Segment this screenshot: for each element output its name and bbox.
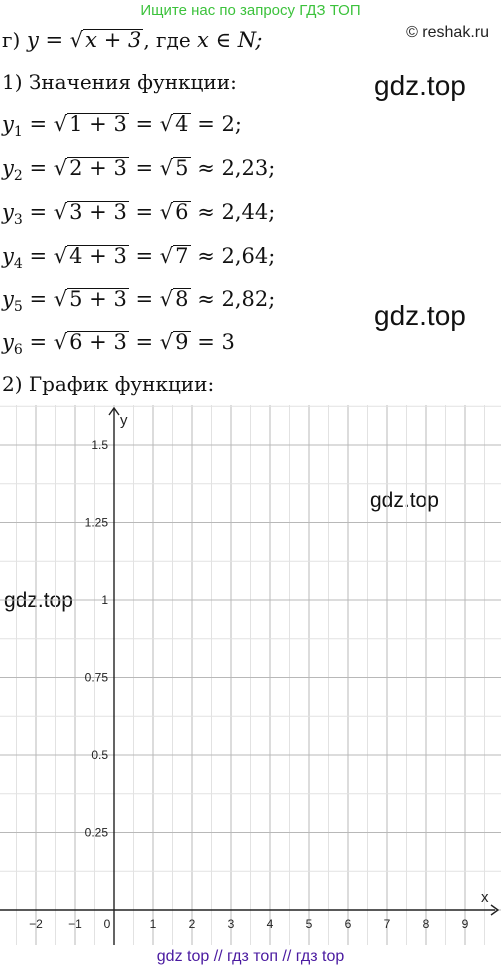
value-row: y5 = √5 + 3 = √8 ≈ 2,82; — [2, 287, 276, 315]
x-tick-label: 2 — [189, 917, 196, 931]
y-axis-label: y — [120, 412, 128, 429]
y-tick-label: 1.5 — [91, 438, 108, 452]
x-tick-label: 9 — [462, 917, 469, 931]
x-tick-label: 4 — [267, 917, 274, 931]
watermark-gdz-top: gdz.top — [374, 70, 466, 101]
value-subscript: 5 — [13, 299, 23, 315]
value-result: ≈ 2,44; — [197, 200, 276, 224]
x-axis-arrow — [490, 904, 500, 916]
x-tick-label: 8 — [423, 917, 430, 931]
value-simplified: 9 — [173, 330, 191, 354]
value-simplified: 7 — [173, 244, 191, 268]
value-result: = 3 — [197, 330, 235, 354]
section-graph-title: 2) График функции: — [2, 372, 215, 396]
value-simplified: 6 — [173, 200, 191, 224]
x-tick-label: 1 — [150, 917, 157, 931]
value-radicand: 5 + 3 — [67, 287, 129, 311]
x-tick-label: 3 — [228, 917, 235, 931]
value-subscript: 3 — [13, 212, 23, 228]
value-radicand: 1 + 3 — [67, 112, 129, 136]
value-subscript: 4 — [13, 256, 23, 272]
value-result: = 2; — [197, 112, 242, 136]
x-tick-label: 6 — [345, 917, 352, 931]
y-tick-label: 1.25 — [85, 516, 109, 530]
x-tick-label: 5 — [306, 917, 313, 931]
value-result: ≈ 2,82; — [197, 287, 276, 311]
value-result: ≈ 2,64; — [197, 244, 276, 268]
value-row: y3 = √3 + 3 = √6 ≈ 2,44; — [2, 200, 276, 228]
y-tick-label: 0.75 — [85, 671, 109, 685]
value-result: ≈ 2,23; — [197, 156, 276, 180]
y-tick-label: 1 — [101, 593, 108, 607]
value-simplified: 8 — [173, 287, 191, 311]
value-radicand: 2 + 3 — [67, 156, 129, 180]
value-radicand: 6 + 3 — [67, 330, 129, 354]
x-tick-label: 0 — [104, 917, 111, 931]
value-row: y2 = √2 + 3 = √5 ≈ 2,23; — [2, 156, 276, 184]
problem-statement: г) y = √x + 3, где x ∈ N; — [2, 28, 263, 52]
x-tick-label: −2 — [29, 917, 43, 931]
function-graph: xy−2−101234567890.250.50.7511.251.51.752… — [0, 405, 501, 945]
value-radicand: 3 + 3 — [67, 200, 129, 224]
value-row: y6 = √6 + 3 = √9 = 3 — [2, 330, 235, 358]
value-simplified: 4 — [173, 112, 191, 136]
y-axis-arrow — [108, 406, 120, 416]
value-radicand: 4 + 3 — [67, 244, 129, 268]
problem-label: г) — [2, 28, 21, 52]
watermark-gdz-top: gdz.top — [374, 300, 466, 331]
section-values-title: 1) Значения функции: — [2, 70, 237, 94]
value-subscript: 1 — [13, 124, 23, 140]
value-simplified: 5 — [173, 156, 191, 180]
condition: x ∈ N; — [197, 28, 263, 52]
copyright-label: © reshak.ru — [406, 24, 489, 41]
function-radicand: x + 3 — [83, 28, 144, 52]
value-row: y4 = √4 + 3 = √7 ≈ 2,64; — [2, 244, 276, 272]
value-subscript: 2 — [13, 168, 23, 184]
x-axis-label: x — [481, 889, 489, 906]
search-banner[interactable]: Ищите нас по запросу ГДЗ ТОП — [140, 2, 361, 19]
x-tick-label: 7 — [384, 917, 391, 931]
y-tick-label: 0.5 — [91, 748, 108, 762]
x-tick-label: −1 — [68, 917, 82, 931]
value-subscript: 6 — [13, 342, 23, 358]
footer-links[interactable]: gdz top // гдз топ // гдз top — [156, 948, 345, 965]
y-tick-label: 0.25 — [85, 826, 109, 840]
condition-prefix: , где — [143, 28, 198, 52]
value-row: y1 = √1 + 3 = √4 = 2; — [2, 112, 242, 140]
function-lhs: y = — [26, 28, 70, 52]
